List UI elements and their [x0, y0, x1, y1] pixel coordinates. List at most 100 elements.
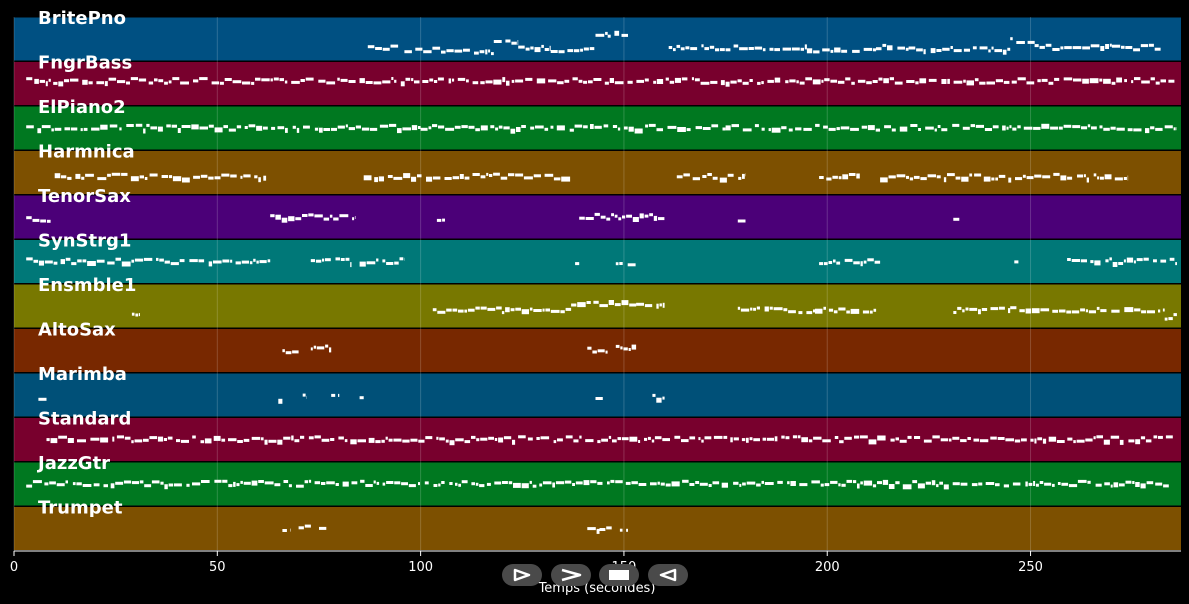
note	[1017, 77, 1026, 81]
note	[557, 438, 563, 442]
note	[243, 438, 250, 442]
note	[1073, 78, 1082, 82]
note	[442, 218, 445, 222]
note	[284, 80, 288, 84]
note	[1068, 484, 1078, 488]
note	[1103, 439, 1110, 445]
note	[329, 347, 332, 353]
note	[952, 123, 960, 127]
back-button[interactable]	[648, 564, 688, 586]
note	[329, 214, 333, 218]
note	[649, 213, 653, 217]
stop-button[interactable]	[599, 564, 639, 586]
note	[1119, 439, 1124, 445]
track-band-trumpet	[14, 507, 1181, 550]
note	[1175, 262, 1177, 266]
note	[653, 215, 658, 221]
note	[449, 440, 455, 446]
note	[533, 309, 542, 312]
note	[704, 436, 712, 440]
note	[1067, 176, 1073, 180]
note	[750, 307, 753, 311]
note	[653, 80, 657, 84]
note	[192, 482, 201, 486]
note	[656, 79, 664, 84]
note	[690, 47, 698, 51]
note	[115, 481, 124, 485]
forward-button[interactable]	[551, 564, 591, 586]
note	[360, 479, 365, 483]
note	[915, 81, 919, 85]
note	[516, 127, 521, 132]
note	[308, 213, 314, 217]
note	[505, 39, 511, 43]
note	[70, 127, 78, 131]
note	[535, 125, 544, 129]
note	[192, 435, 196, 439]
note	[695, 481, 700, 484]
note	[533, 174, 541, 178]
note	[420, 127, 428, 131]
note	[308, 436, 314, 440]
note	[819, 262, 824, 266]
note	[853, 480, 857, 484]
note	[631, 481, 638, 485]
note	[75, 173, 81, 179]
note	[39, 79, 45, 83]
note	[176, 439, 181, 443]
note	[374, 177, 378, 183]
note	[408, 484, 416, 488]
note	[530, 126, 535, 130]
note	[628, 126, 634, 132]
grid-lines	[13, 17, 1032, 551]
note	[796, 80, 799, 84]
note	[305, 77, 314, 81]
note	[804, 44, 807, 50]
note	[64, 79, 70, 83]
note	[143, 257, 153, 261]
note	[877, 435, 886, 441]
note	[1125, 480, 1132, 484]
note	[288, 216, 295, 222]
play-button[interactable]	[502, 564, 542, 586]
note	[168, 483, 173, 487]
note	[970, 124, 975, 128]
note	[326, 81, 336, 85]
x-tick-label: 200	[815, 560, 840, 575]
note	[615, 480, 623, 484]
note	[738, 176, 742, 180]
note	[445, 439, 449, 443]
note	[480, 437, 488, 441]
note	[932, 435, 940, 439]
note	[523, 176, 533, 180]
note	[985, 482, 995, 485]
note	[135, 313, 139, 317]
note	[240, 480, 243, 484]
note	[1128, 439, 1135, 443]
note	[754, 124, 759, 128]
note	[157, 436, 164, 442]
note	[925, 481, 931, 485]
note	[1121, 45, 1125, 49]
note	[973, 438, 980, 442]
note	[472, 173, 480, 176]
note	[359, 396, 364, 400]
note	[264, 481, 274, 485]
note	[626, 214, 632, 218]
note	[517, 40, 519, 45]
note	[1056, 440, 1065, 443]
note	[405, 77, 411, 81]
note	[608, 435, 612, 439]
note	[619, 262, 623, 265]
note	[502, 481, 508, 484]
note	[64, 127, 71, 131]
note	[754, 46, 763, 50]
note	[887, 45, 893, 51]
note	[592, 350, 597, 354]
note	[981, 308, 988, 311]
note	[331, 393, 336, 397]
note	[1104, 482, 1110, 486]
note	[1035, 483, 1039, 487]
note	[390, 44, 399, 48]
note	[797, 435, 801, 439]
